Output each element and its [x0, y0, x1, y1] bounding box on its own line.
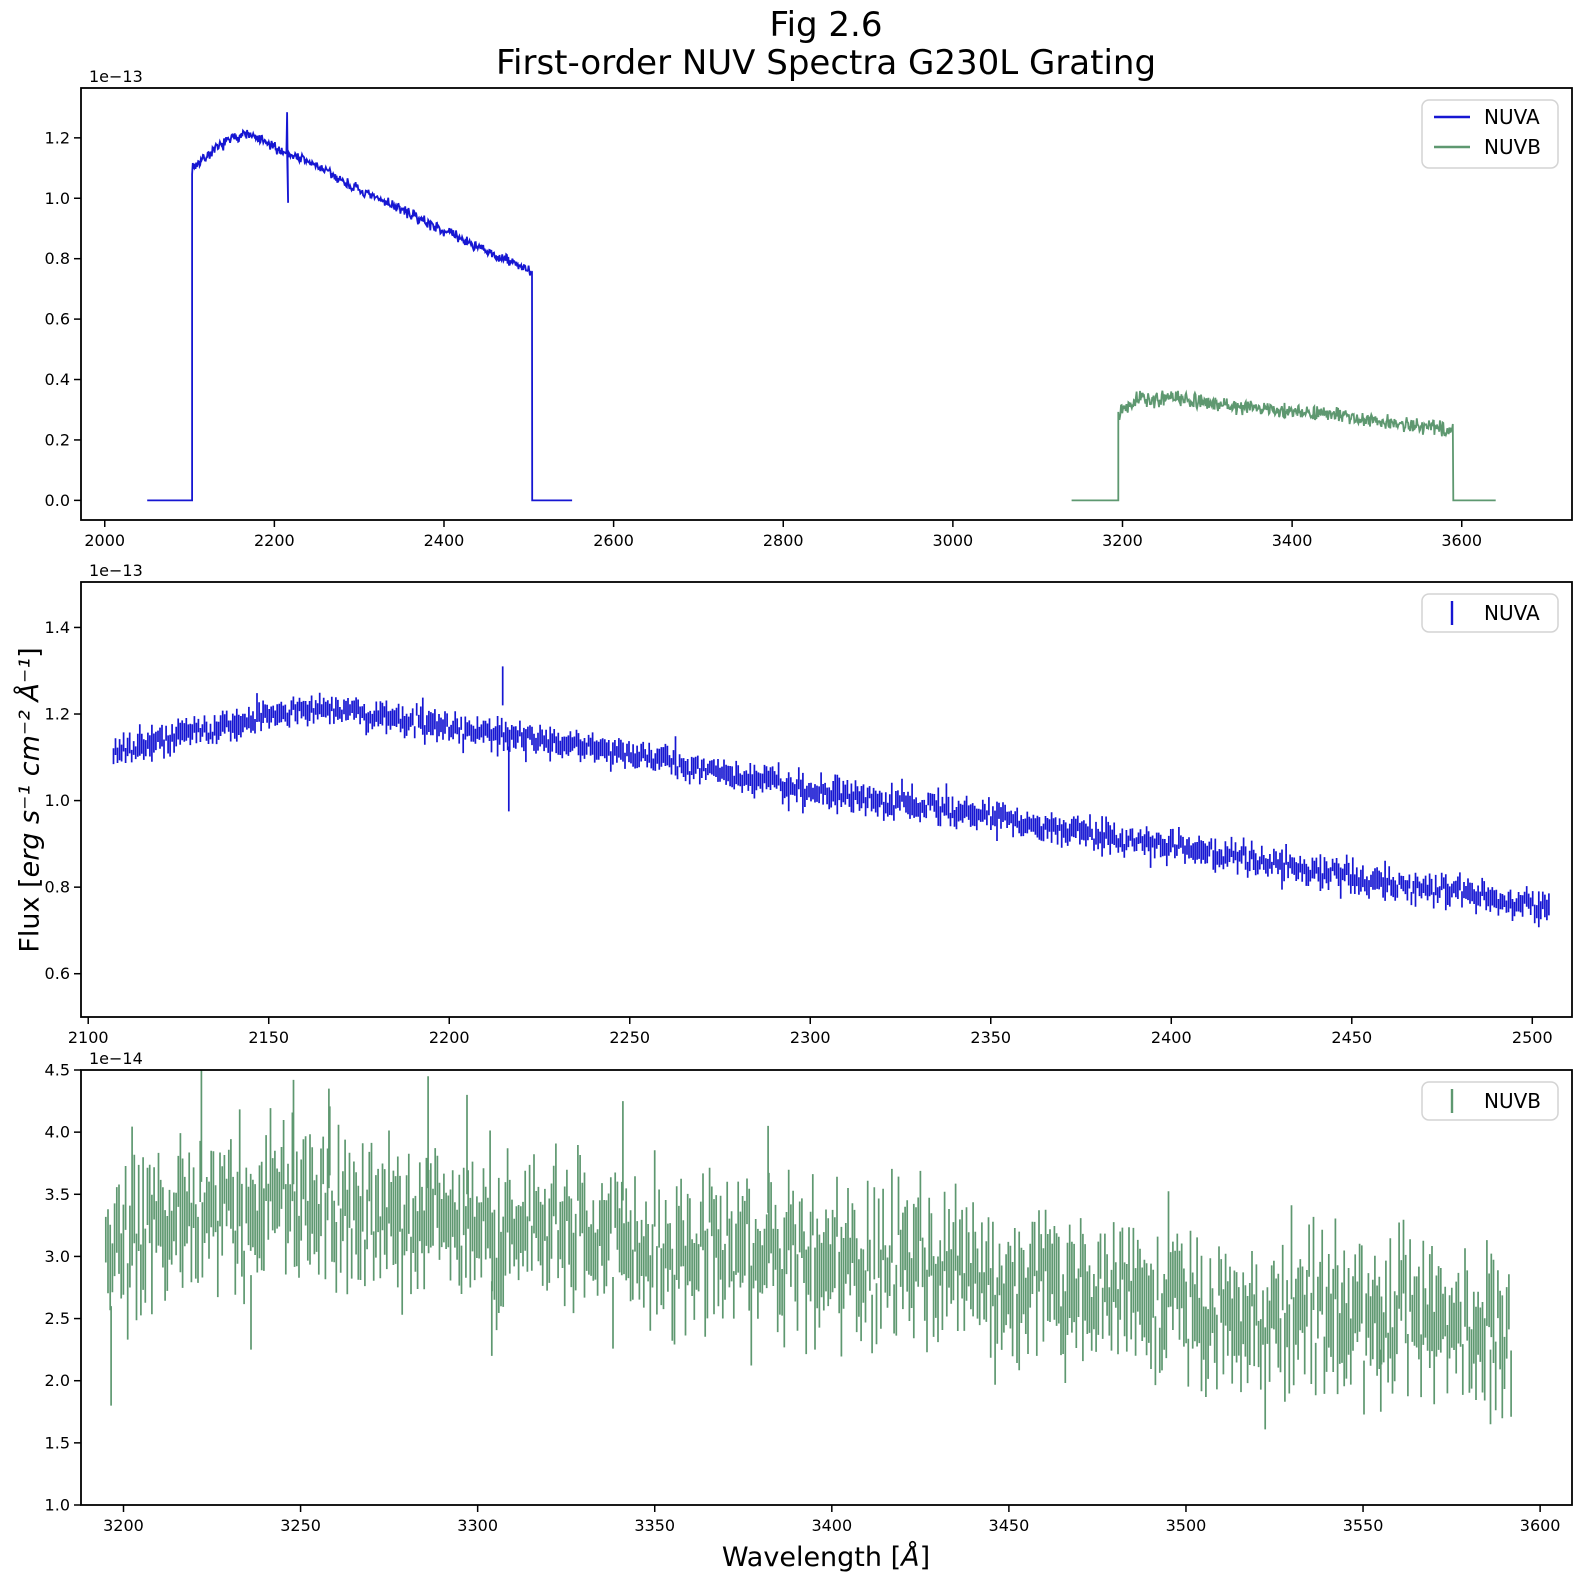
axes-frame: [80, 1069, 1573, 1506]
series-NUVB: [1071, 389, 1496, 502]
x-tick-label: 3300: [457, 1516, 498, 1535]
y-tick-label: 1.2: [45, 128, 70, 147]
y-tick-label: 4.0: [45, 1123, 70, 1142]
axes-frame: [80, 581, 1573, 1018]
legend-label: NUVB: [1484, 135, 1541, 159]
spectrum-line-NUVA: [147, 112, 573, 502]
legend-frame: [1421, 1081, 1559, 1121]
axes-frame: [80, 87, 1573, 521]
x-tick-label: 2300: [790, 1028, 831, 1047]
y-tick-label: 0.2: [45, 430, 70, 449]
x-tick-label: 2150: [248, 1028, 289, 1047]
y-tick-label: 3.5: [45, 1185, 70, 1204]
x-tick-label: 2600: [593, 531, 634, 550]
y-tick-label: 1.2: [45, 705, 70, 724]
x-tick-label: 3250: [280, 1516, 321, 1535]
x-tick-label: 2100: [68, 1028, 109, 1047]
x-tick-label: 2800: [763, 531, 804, 550]
x-tick-label: 3500: [1166, 1516, 1207, 1535]
y-tick-label: 0.6: [45, 310, 70, 329]
x-tick-label: 2400: [424, 531, 465, 550]
x-tick-label: 3550: [1343, 1516, 1384, 1535]
y-axis-label-suffix: ]: [14, 647, 46, 658]
x-tick-label: 3400: [1272, 531, 1313, 550]
axis-offset-label: 1e−13: [89, 67, 143, 86]
y-tick-label: 3.0: [45, 1247, 70, 1266]
y-tick-label: 0.8: [45, 878, 70, 897]
legend: NUVA: [1421, 593, 1559, 633]
figure-title-line2: First-order NUV Spectra G230L Grating: [495, 43, 1157, 83]
y-tick-label: 0.4: [45, 370, 70, 389]
spectrum-errorbars-NUVA: [112, 666, 1550, 928]
x-axis-label-suffix: ]: [919, 1542, 931, 1573]
y-tick-label: 2.0: [45, 1371, 70, 1390]
x-tick-label: 3200: [1102, 531, 1143, 550]
legend-label: NUVA: [1484, 601, 1540, 625]
figure-title-line1: Fig 2.6: [769, 5, 883, 45]
x-tick-label: 2200: [254, 531, 295, 550]
chart-nuva-detail: 2100 2150 2200 2250 2300 2350 2400 2450 2500 0.6 0…: [45, 561, 1573, 1047]
x-tick-label: 3400: [811, 1516, 852, 1535]
series-NUVA: [147, 112, 573, 502]
x-tick-label: 3600: [1441, 531, 1482, 550]
x-tick-label: 3600: [1520, 1516, 1561, 1535]
chart-nuvb-detail: 3200 3250 3300 3350 3400 3450 3500 3550 3600 1.0 1…: [45, 1049, 1573, 1535]
y-tick-label: 1.0: [45, 1496, 70, 1515]
y-tick-label: 0.6: [45, 964, 70, 983]
y-tick-label: 0.8: [45, 249, 70, 268]
legend: NUVA NUVB: [1421, 99, 1559, 169]
axis-offset-label: 1e−13: [89, 561, 143, 580]
y-tick-label: 1.0: [45, 189, 70, 208]
x-tick-label: 2250: [609, 1028, 650, 1047]
x-tick-label: 3350: [634, 1516, 675, 1535]
y-axis-label: Flux [erg s⁻¹ cm⁻² Å⁻¹]: [15, 647, 46, 952]
x-tick-label: 2350: [970, 1028, 1011, 1047]
legend: NUVB: [1421, 1081, 1559, 1121]
x-tick-label: 2450: [1331, 1028, 1372, 1047]
spectrum-errorbars-NUVB: [104, 1070, 1512, 1430]
x-tick-label: 3000: [933, 531, 974, 550]
axis-offset-label: 1e−14: [89, 1049, 143, 1068]
y-tick-label: 4.5: [45, 1061, 70, 1080]
x-tick-label: 3450: [989, 1516, 1030, 1535]
x-tick-label: 2000: [84, 531, 125, 550]
y-axis-label-prefix: Flux [: [14, 877, 46, 953]
x-axis-label-units: Å: [901, 1542, 920, 1573]
y-tick-label: 1.5: [45, 1433, 70, 1452]
legend-label: NUVA: [1484, 105, 1540, 129]
x-tick-label: 2400: [1151, 1028, 1192, 1047]
chart-overview: 2000 2200 2400 2600 2800 3000 3200 3400 3600 0.0 0…: [45, 67, 1573, 550]
spectrum-line-NUVB: [1071, 389, 1496, 502]
legend-label: NUVB: [1484, 1089, 1541, 1113]
y-tick-label: 1.0: [45, 791, 70, 810]
x-axis-label-prefix: Wavelength [: [721, 1542, 902, 1573]
y-tick-label: 2.5: [45, 1309, 70, 1328]
series-NUVA: [112, 666, 1550, 928]
y-tick-label: 1.4: [45, 618, 70, 637]
y-axis-label-units: erg s⁻¹ cm⁻² Å⁻¹: [14, 657, 46, 878]
x-tick-label: 2500: [1512, 1028, 1553, 1047]
x-tick-label: 2200: [429, 1028, 470, 1047]
y-tick-label: 0.0: [45, 491, 70, 510]
legend-frame: [1421, 593, 1559, 633]
x-axis-label: Wavelength [Å]: [722, 1542, 930, 1573]
series-NUVB: [104, 1070, 1512, 1430]
x-tick-label: 3200: [103, 1516, 144, 1535]
